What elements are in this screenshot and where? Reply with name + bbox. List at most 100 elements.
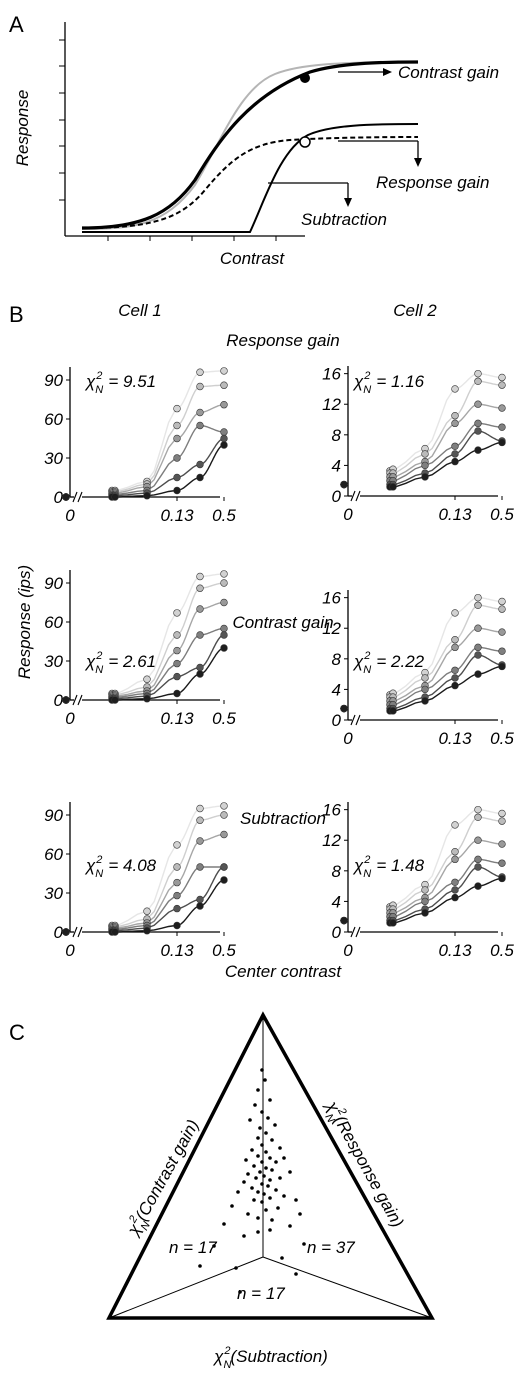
chi-value: = 9.51 xyxy=(108,372,156,391)
ternary-point xyxy=(298,1212,302,1216)
data-point xyxy=(196,408,204,417)
ternary-point xyxy=(244,1158,248,1162)
subplot-3: 0 30 60 90 0 0.13 0.5 χN 2 = 2.61 xyxy=(44,570,236,728)
data-point xyxy=(421,450,429,458)
chi-square-label: χN 2 = 1.16 xyxy=(352,370,425,396)
x-tick-label: 0 xyxy=(65,506,75,525)
chi-value: = 2.22 xyxy=(376,652,424,671)
ternary-point xyxy=(274,1188,278,1192)
col-title-cell2: Cell 2 xyxy=(393,301,437,320)
x-tick-label: 0.13 xyxy=(438,505,472,524)
data-point xyxy=(220,570,228,578)
response-gain-annotation: Response gain xyxy=(376,173,489,192)
y-tick-label: 12 xyxy=(322,619,341,638)
panel-a-open-point xyxy=(299,136,311,148)
data-point xyxy=(173,454,181,462)
data-point xyxy=(220,579,228,587)
ternary-point xyxy=(268,1178,272,1182)
y-tick-label: 16 xyxy=(322,589,341,608)
y-tick-label: 30 xyxy=(44,449,63,468)
data-point xyxy=(196,421,204,430)
data-point xyxy=(498,381,506,389)
ternary-point xyxy=(266,1116,270,1120)
data-point xyxy=(196,631,204,639)
ternary-point xyxy=(250,1186,254,1190)
x-tick-label: 0.13 xyxy=(160,506,194,525)
data-point xyxy=(421,461,429,470)
panel-label-a: A xyxy=(9,12,24,37)
data-point xyxy=(173,404,181,413)
chi-value: = 4.08 xyxy=(108,856,156,875)
y-tick-label: 16 xyxy=(322,801,341,820)
x-tick-label: 0 xyxy=(65,941,75,960)
y-tick-label: 4 xyxy=(332,456,341,475)
ternary-point xyxy=(294,1272,298,1276)
data-point xyxy=(451,821,459,829)
row-title-contrast-gain: Contrast gain xyxy=(232,613,333,632)
chi-subscript: N xyxy=(363,664,371,676)
data-point xyxy=(498,817,506,825)
panel-a-subtraction-curve xyxy=(81,123,419,234)
data-point xyxy=(340,704,348,713)
data-point xyxy=(474,863,482,871)
axis-break-mark xyxy=(350,490,356,502)
y-tick-label: 16 xyxy=(322,365,341,384)
row-title-response-gain: Response gain xyxy=(226,331,339,350)
ternary-point xyxy=(260,1110,264,1114)
chi-subscript: N xyxy=(95,664,103,676)
fit-curve xyxy=(112,833,224,929)
data-point xyxy=(498,647,506,655)
data-point xyxy=(474,377,482,385)
chi-superscript: 2 xyxy=(363,650,370,662)
chi-symbol: χ xyxy=(84,372,96,391)
data-point xyxy=(62,493,70,501)
data-point xyxy=(451,878,459,886)
data-point xyxy=(451,848,459,856)
y-tick-label: 4 xyxy=(332,680,341,699)
ternary-point xyxy=(288,1224,292,1228)
ternary-point xyxy=(268,1156,272,1160)
chi-superscript: 2 xyxy=(95,650,102,662)
y-tick-label: 12 xyxy=(322,395,341,414)
data-point xyxy=(474,670,482,678)
ternary-point xyxy=(222,1222,226,1226)
data-point xyxy=(474,651,482,659)
count-response-gain: n = 37 xyxy=(307,1238,355,1257)
subplot-1: 0 30 60 90 0 0.13 0.5 χN 2 = 9.51 xyxy=(44,367,236,525)
data-point xyxy=(173,863,181,871)
ternary-point xyxy=(270,1138,274,1142)
axis-break-mark xyxy=(355,926,361,938)
data-point xyxy=(143,492,151,500)
fit-curve xyxy=(390,380,502,474)
panel-a-dashed-curve xyxy=(81,136,419,229)
y-tick-label: 0 xyxy=(332,711,342,730)
data-point xyxy=(498,809,506,818)
response-gain-arrowhead xyxy=(414,158,422,167)
data-point xyxy=(451,855,459,864)
ternary-point xyxy=(268,1228,272,1232)
x-tick-label: 0 xyxy=(65,709,75,728)
data-point xyxy=(196,663,204,672)
data-point xyxy=(111,493,119,501)
data-point xyxy=(340,480,348,489)
ternary-point xyxy=(264,1208,268,1212)
panel-a-filled-point xyxy=(300,73,310,83)
chi-symbol: χ xyxy=(84,856,96,875)
x-tick-label: 0.13 xyxy=(438,729,472,748)
ternary-point xyxy=(198,1264,202,1268)
data-point xyxy=(173,631,181,639)
ternary-point xyxy=(253,1103,257,1107)
data-point xyxy=(498,404,506,412)
ternary-point xyxy=(234,1266,238,1270)
ternary-point xyxy=(266,1184,270,1188)
data-point xyxy=(173,473,181,482)
data-point xyxy=(389,919,397,927)
chi-symbol: χ xyxy=(352,652,364,671)
ternary-point xyxy=(256,1088,260,1092)
data-point xyxy=(421,909,429,917)
count-contrast-gain: n = 17 xyxy=(169,1238,217,1257)
x-tick-label: 0.5 xyxy=(490,941,514,960)
y-tick-label: 0 xyxy=(332,923,342,942)
ternary-point xyxy=(242,1234,246,1238)
data-point xyxy=(62,928,70,936)
